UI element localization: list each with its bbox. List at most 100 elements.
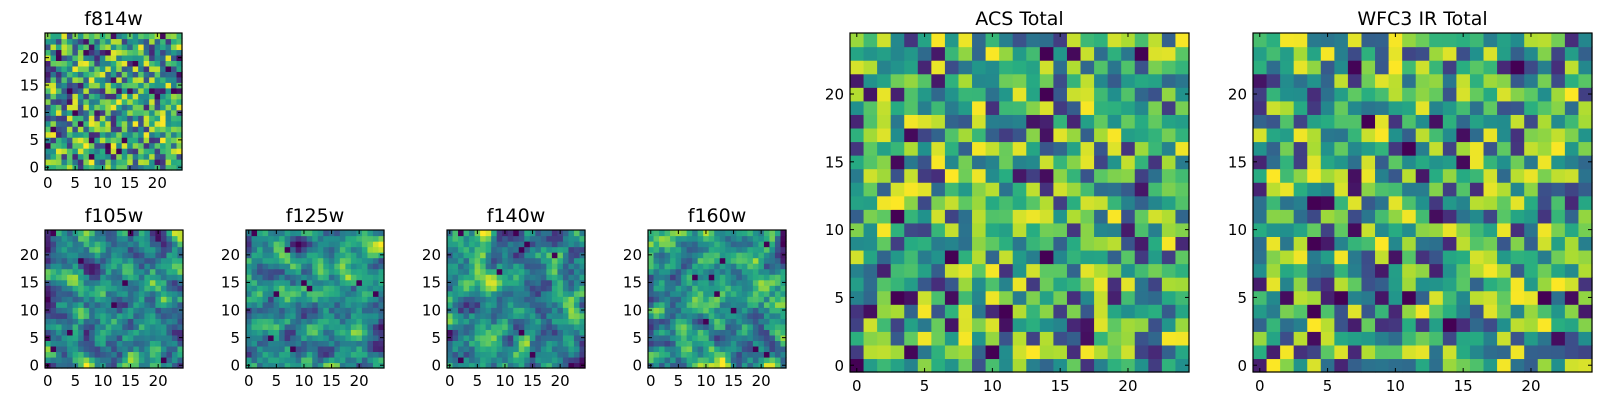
heatmap-cell	[111, 329, 118, 336]
heatmap-cell	[741, 312, 748, 319]
heatmap-cell	[1415, 87, 1430, 102]
heatmap-cell	[670, 301, 677, 308]
heatmap-cell	[138, 115, 145, 122]
heatmap-cell	[1388, 87, 1403, 102]
heatmap-cell	[116, 290, 123, 297]
heatmap-cell	[931, 33, 946, 48]
heatmap-cell	[312, 351, 319, 358]
heatmap-cell	[138, 49, 145, 56]
heatmap-cell	[529, 285, 536, 292]
heatmap-cell	[890, 182, 905, 197]
heatmap-cell	[165, 65, 172, 72]
heatmap-cell	[121, 87, 128, 94]
heatmap-cell	[1442, 33, 1457, 48]
heatmap-cell	[138, 296, 145, 303]
heatmap-cell	[850, 114, 865, 129]
heatmap-cell	[774, 252, 782, 259]
heatmap-cell	[56, 235, 63, 242]
heatmap-cell	[747, 268, 754, 275]
heatmap-cell	[1280, 236, 1295, 251]
heatmap-cell	[675, 274, 682, 281]
heatmap-cell	[166, 312, 173, 319]
heatmap-cell	[1307, 317, 1322, 332]
heatmap-cell	[1080, 46, 1095, 61]
heatmap-cell	[659, 345, 666, 353]
heatmap-cell	[171, 235, 179, 242]
heatmap-cell	[1415, 73, 1430, 88]
heatmap-cell	[1121, 100, 1136, 115]
heatmap-cell	[273, 329, 280, 336]
heatmap-cell	[1121, 263, 1136, 278]
heatmap-cell	[345, 318, 352, 325]
heatmap-cell	[1094, 236, 1109, 251]
heatmap-cell	[752, 307, 759, 314]
heatmap-cell	[61, 362, 68, 369]
heatmap-cell	[328, 307, 335, 314]
heatmap-cell	[334, 246, 341, 253]
heatmap-cell	[774, 230, 782, 237]
heatmap-cell	[1148, 73, 1163, 88]
heatmap-cell	[769, 329, 776, 336]
heatmap-cell	[367, 362, 374, 369]
heatmap-cell	[1039, 141, 1054, 156]
heatmap-cell	[863, 141, 878, 156]
heatmap-cell	[138, 274, 145, 281]
heatmap-cell	[50, 362, 57, 369]
heatmap-cell	[361, 318, 369, 325]
heatmap-cell	[99, 65, 106, 72]
heatmap-cell	[94, 257, 101, 264]
heatmap-cell	[557, 252, 564, 259]
heatmap-cell	[890, 195, 905, 210]
heatmap-cell	[463, 334, 470, 341]
heatmap-cell	[132, 126, 139, 133]
heatmap-cell	[284, 301, 291, 308]
heatmap-cell	[166, 279, 173, 286]
heatmap-cell	[149, 60, 156, 67]
heatmap-cell	[121, 33, 128, 40]
heatmap-cell	[1121, 317, 1136, 332]
heatmap-cell	[1551, 236, 1566, 251]
heatmap-cell	[361, 279, 369, 286]
heatmap-cell	[378, 301, 385, 308]
heatmap-cell	[165, 131, 172, 138]
heatmap-cell	[714, 334, 721, 341]
heatmap-cell	[714, 340, 721, 347]
heatmap-cell	[513, 290, 520, 297]
heatmap-cell	[56, 274, 63, 281]
heatmap-cell	[1175, 141, 1190, 156]
heatmap-cell	[77, 104, 84, 111]
heatmap-cell	[127, 252, 134, 259]
heatmap-cell	[692, 307, 699, 314]
heatmap-cell	[1280, 141, 1295, 156]
heatmap-cell	[1537, 195, 1552, 210]
heatmap-cell	[88, 93, 95, 100]
heatmap-cell	[447, 356, 454, 364]
heatmap-cell	[877, 222, 892, 237]
heatmap-cell	[262, 235, 269, 242]
heatmap-cell	[568, 356, 575, 364]
heatmap-cell	[752, 252, 759, 259]
heatmap-cell	[132, 43, 139, 51]
heatmap-cell	[463, 235, 470, 242]
heatmap-cell	[1266, 33, 1281, 48]
heatmap-cell	[659, 334, 666, 341]
heatmap-cell	[686, 351, 693, 358]
heatmap-cell	[999, 317, 1014, 332]
heatmap-cell	[1320, 304, 1335, 319]
heatmap-cell	[518, 235, 525, 242]
heatmap-cell	[55, 93, 63, 100]
heatmap-cell	[491, 279, 498, 286]
heatmap-cell	[1497, 155, 1512, 170]
heatmap-cell	[295, 340, 302, 347]
heatmap-cell	[160, 82, 167, 89]
heatmap-cell	[469, 241, 476, 248]
heatmap-cell	[480, 230, 487, 237]
heatmap-cell	[463, 356, 470, 364]
heatmap-cell	[1134, 60, 1149, 75]
heatmap-cell	[1429, 344, 1444, 360]
heatmap-cell	[45, 285, 52, 292]
heatmap-cell	[485, 268, 492, 275]
heatmap-cell	[1442, 209, 1457, 224]
heatmap-cell	[1415, 236, 1430, 251]
heatmap-cell	[105, 362, 112, 369]
